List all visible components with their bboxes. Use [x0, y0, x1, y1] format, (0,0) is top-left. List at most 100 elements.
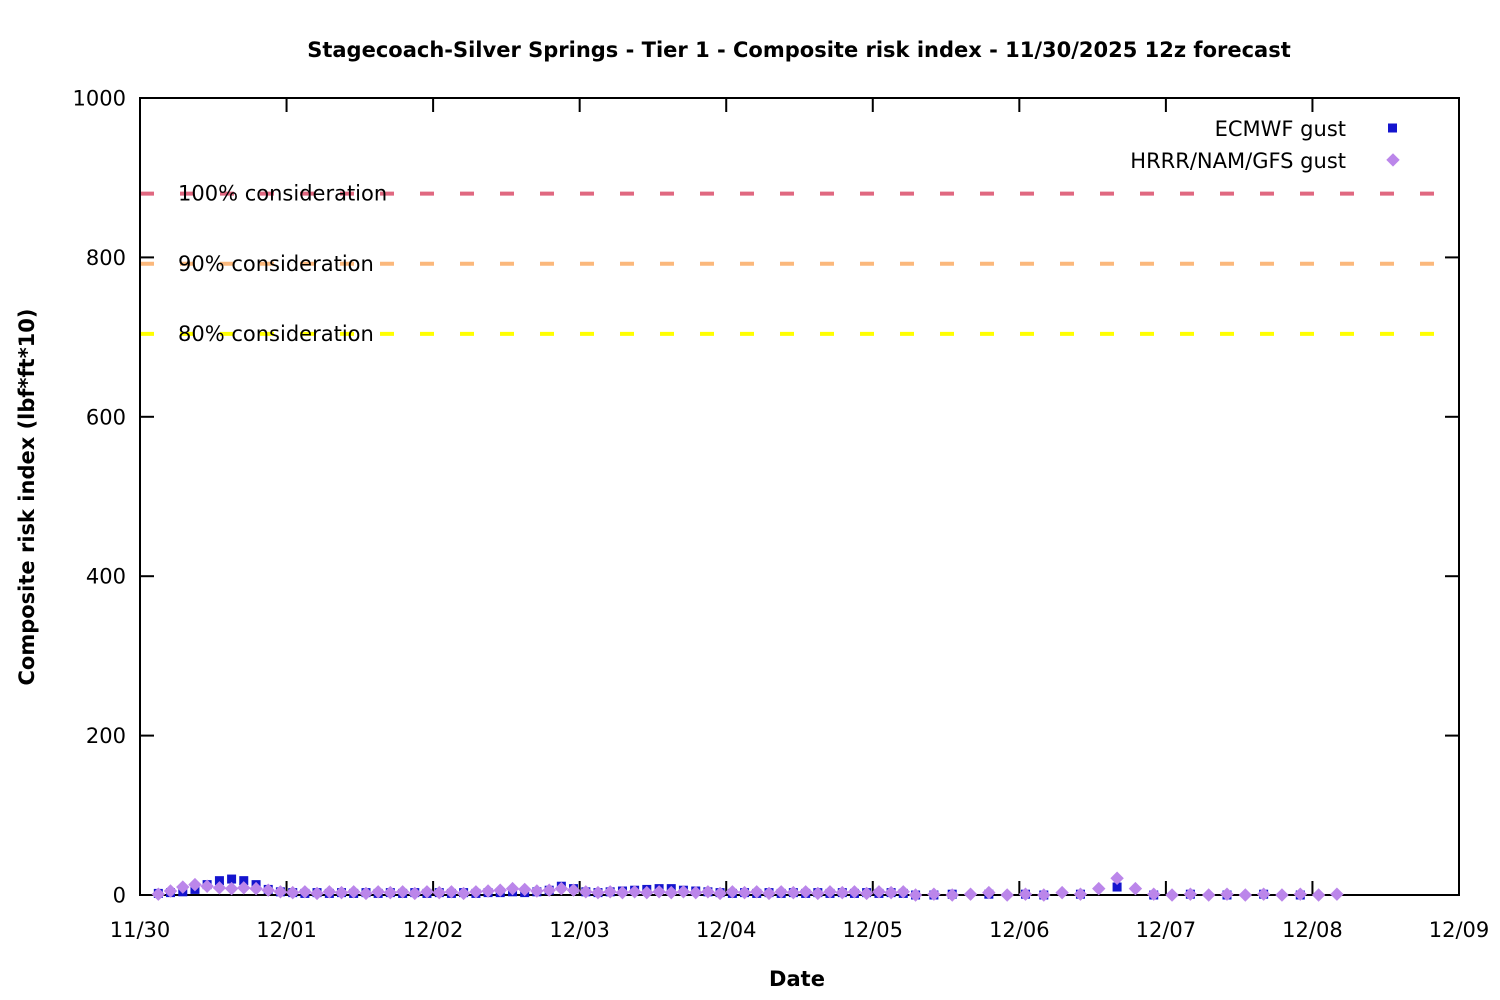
data-point-diamond [603, 885, 617, 899]
y-axis-title: Composite risk index (lbf*ft*10) [15, 308, 39, 685]
data-point-diamond [737, 885, 752, 900]
legend: ECMWF gust HRRR/NAM/GFS gust [1130, 117, 1400, 173]
data-point-diamond [1000, 888, 1014, 902]
threshold-labels: 100% consideration 90% consideration 80% c… [178, 182, 387, 346]
x-tick-label: 12/07 [1136, 918, 1197, 942]
data-point-diamond [823, 885, 837, 899]
x-tick-label: 12/08 [1282, 918, 1343, 942]
data-point-diamond [176, 880, 190, 894]
y-tick-label: 200 [86, 724, 126, 748]
data-point-diamond [798, 885, 813, 899]
data-point-diamond [1201, 888, 1216, 902]
data-point-diamond [273, 885, 288, 899]
data-point-diamond [725, 885, 740, 899]
data-point-diamond [872, 885, 886, 899]
data-point-diamond [1037, 888, 1051, 902]
y-tick-label: 400 [86, 565, 126, 589]
data-point-diamond [908, 888, 923, 902]
data-point-diamond [1256, 887, 1271, 901]
data-point-diamond [285, 885, 300, 900]
x-tick-label: 12/04 [696, 918, 757, 942]
data-point-diamond [371, 885, 385, 899]
plot-border [139, 97, 1460, 896]
data-point-diamond [1311, 888, 1326, 902]
legend-label-ecmwf: ECMWF gust [1215, 117, 1346, 141]
data-point-diamond [261, 883, 275, 897]
data-series [151, 871, 1344, 902]
data-point-diamond [640, 885, 654, 900]
data-point-diamond [1220, 887, 1234, 901]
plot-frame [139, 97, 1460, 896]
data-point-diamond [615, 885, 630, 900]
data-point-diamond [1183, 887, 1198, 901]
data-point-diamond [554, 881, 569, 896]
legend-diamond-icon [1386, 153, 1400, 167]
data-point-square [239, 876, 249, 886]
data-point-diamond [701, 885, 715, 899]
data-point-diamond [310, 886, 324, 901]
data-point-diamond [530, 884, 544, 898]
data-point-square [214, 876, 224, 886]
data-point-diamond [963, 887, 978, 901]
data-point-diamond [469, 885, 483, 899]
series-diamond [151, 871, 1344, 902]
x-axis-title: Date [769, 967, 825, 991]
data-point-diamond [151, 887, 166, 901]
data-point-diamond [566, 883, 581, 897]
data-point-diamond [420, 885, 434, 899]
data-point-diamond [713, 886, 727, 901]
x-tick-label: 12/02 [403, 918, 464, 942]
data-point-diamond [395, 885, 410, 899]
data-point-diamond [786, 885, 801, 900]
data-point-diamond [927, 887, 941, 901]
data-point-diamond [982, 885, 996, 900]
data-point-diamond [847, 885, 862, 899]
data-point-diamond [627, 885, 642, 899]
data-point-diamond [383, 885, 398, 900]
data-point-diamond [896, 885, 910, 899]
x-tick-label: 12/03 [549, 918, 610, 942]
data-point-diamond [762, 886, 776, 901]
data-point-diamond [579, 885, 593, 899]
data-point-diamond [346, 885, 361, 899]
y-tick-label: 0 [113, 884, 126, 908]
threshold-label: 90% consideration [178, 252, 374, 276]
x-tick-label: 11/30 [110, 918, 171, 942]
data-point-diamond [322, 885, 337, 899]
data-point-diamond [859, 886, 874, 901]
tick-labels: 11/30 12/01 12/02 12/03 12/04 12/05 12/06 12/07… [73, 87, 1490, 943]
data-point-diamond [359, 886, 373, 901]
data-point-diamond [1330, 887, 1344, 901]
data-point-diamond [334, 885, 349, 900]
data-point-diamond [1055, 885, 1069, 900]
data-point-diamond [591, 885, 605, 900]
data-point-diamond [432, 885, 446, 900]
x-tick-label: 12/01 [256, 918, 317, 942]
data-point-diamond [1110, 871, 1124, 885]
data-point-diamond [689, 885, 703, 900]
y-tick-label: 1000 [73, 87, 126, 111]
data-point-diamond [835, 885, 850, 900]
data-point-diamond [1018, 887, 1033, 901]
data-point-diamond [749, 885, 764, 899]
legend-square-icon [1388, 123, 1397, 133]
data-point-diamond [1275, 888, 1289, 902]
data-point-square [1112, 882, 1122, 892]
data-point-diamond [249, 881, 263, 896]
data-point-diamond [444, 885, 459, 899]
data-point-diamond [664, 885, 678, 900]
x-tick-label: 12/05 [843, 918, 904, 942]
x-tick-label: 12/09 [1429, 918, 1490, 942]
data-point-diamond [224, 881, 239, 896]
data-point-diamond [811, 886, 825, 901]
x-tick-label: 12/06 [989, 918, 1050, 942]
data-point-diamond [676, 885, 691, 899]
data-point-diamond [1293, 887, 1307, 901]
y-tick-label: 600 [86, 405, 126, 429]
data-point-diamond [517, 882, 532, 897]
data-point-diamond [1238, 888, 1253, 902]
data-point-diamond [237, 881, 251, 895]
chart-title: Stagecoach-Silver Springs - Tier 1 - Com… [307, 38, 1291, 62]
data-point-diamond [1128, 881, 1143, 896]
data-point-square [227, 874, 237, 884]
